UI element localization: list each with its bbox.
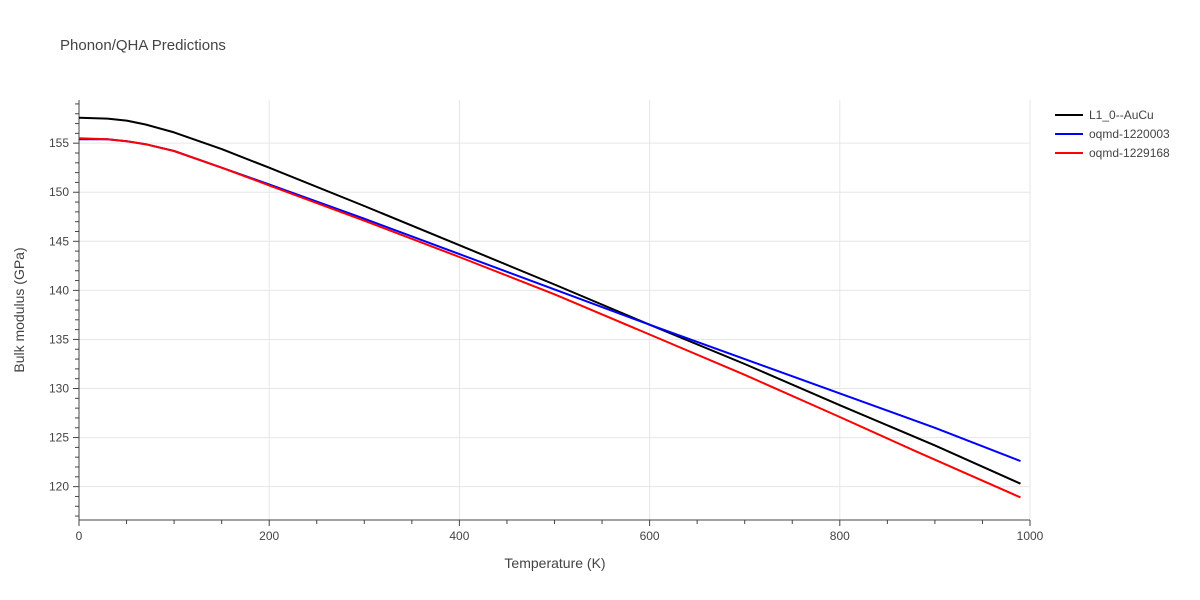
legend-item[interactable]: oqmd-1220003 <box>1055 127 1170 141</box>
chart-title: Phonon/QHA Predictions <box>60 37 226 54</box>
y-tick-label: 125 <box>49 431 69 445</box>
x-tick-label: 0 <box>76 529 83 543</box>
x-tick-label: 200 <box>259 529 279 543</box>
grid <box>79 100 1031 520</box>
y-axis-label: Bulk modulus (GPa) <box>11 247 27 372</box>
y-tick-label: 155 <box>49 136 69 150</box>
x-tick-label: 600 <box>640 529 660 543</box>
series-group <box>78 116 1021 499</box>
legend-label: L1_0--AuCu <box>1089 108 1154 122</box>
y-tick-label: 135 <box>49 332 69 346</box>
x-axis-label: Temperature (K) <box>504 555 605 571</box>
y-tick-label: 120 <box>49 480 69 494</box>
legend-label: oqmd-1220003 <box>1089 127 1170 141</box>
y-tick-label: 145 <box>49 234 69 248</box>
series-line-3[interactable] <box>78 137 1021 499</box>
y-tick-label: 140 <box>49 283 69 297</box>
legend-label: oqmd-1229168 <box>1089 146 1170 160</box>
y-tick-label: 150 <box>49 185 69 199</box>
x-tick-label: 400 <box>449 529 469 543</box>
axes: 0 200 400 600 800 1000 120 125 130 135 140 145 150 15… <box>49 100 1044 543</box>
legend-item[interactable]: L1_0--AuCu <box>1055 108 1154 122</box>
series-line-1[interactable] <box>78 116 1021 485</box>
x-tick-label: 800 <box>830 529 850 543</box>
y-tick-label: 130 <box>49 382 69 396</box>
x-tick-label: 1000 <box>1017 529 1044 543</box>
legend-item[interactable]: oqmd-1229168 <box>1055 146 1170 160</box>
legend[interactable]: L1_0--AuCu oqmd-1220003 oqmd-1229168 <box>1055 108 1170 160</box>
series-line-2[interactable] <box>79 138 1021 463</box>
